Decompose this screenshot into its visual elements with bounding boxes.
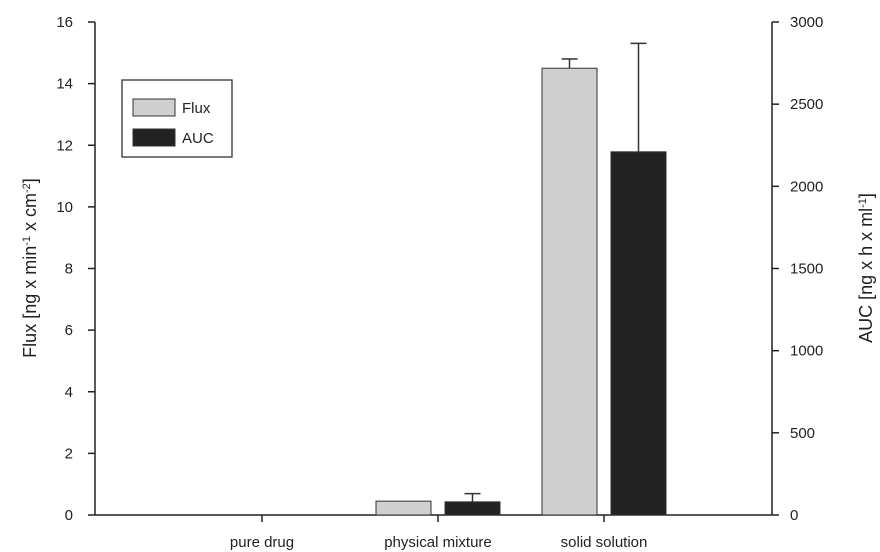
y-axis-left-title-part: -1	[21, 236, 33, 246]
y-axis-right-title: AUC [ng x h x ml-1]	[856, 193, 876, 343]
y-axis-right-title-part: ]	[856, 193, 876, 198]
y-axis-left-title-part: x cm	[20, 193, 40, 236]
legend: Flux AUC	[121, 79, 233, 158]
bar-flux	[375, 500, 432, 516]
y-right-tick-label: 3000	[790, 14, 823, 31]
legend-swatch-flux	[132, 98, 176, 117]
x-tick-label: solid solution	[561, 534, 648, 551]
y-axis-left-title: Flux [ng x min-1 x cm-2]	[20, 178, 40, 358]
y-axis-left-title-part: -2	[21, 183, 33, 193]
y-right-tick-label: 500	[790, 425, 815, 442]
y-right-tick-label: 1500	[790, 261, 823, 278]
legend-label-flux: Flux	[182, 100, 211, 117]
legend-swatch-auc	[132, 128, 176, 147]
bar-auc	[610, 151, 667, 516]
y-left-tick-label: 0	[65, 507, 73, 524]
bar-auc	[444, 501, 501, 516]
y-left-tick-label: 16	[56, 14, 73, 31]
y-left-tick-label: 4	[65, 384, 73, 401]
legend-label-auc: AUC	[182, 130, 214, 147]
y-right-tick-label: 1000	[790, 343, 823, 360]
y-left-tick-label: 8	[65, 261, 73, 278]
y-axis-right-title-part: AUC [ng x h x ml	[856, 208, 876, 343]
y-left-tick-label: 12	[56, 137, 73, 154]
x-tick-label: physical mixture	[384, 534, 492, 551]
y-axis-left-title-part: ]	[20, 178, 40, 183]
y-right-tick-label: 0	[790, 507, 798, 524]
bar-flux	[541, 67, 598, 516]
y-right-tick-label: 2500	[790, 96, 823, 113]
y-axis-left-title-part: Flux [ng x min	[20, 246, 40, 358]
y-right-tick-label: 2000	[790, 178, 823, 195]
y-left-tick-label: 14	[56, 76, 73, 93]
x-tick-label: pure drug	[230, 534, 294, 551]
plot-area: 0 2 4 6 8 10 12 14 16 0 500 1000 1500 2000 2500 3000 pur…	[20, 14, 876, 551]
y-left-tick-label: 10	[56, 199, 73, 216]
y-left-tick-label: 6	[65, 322, 73, 339]
y-axis-right-title-part: -1	[857, 198, 869, 208]
y-left-tick-label: 2	[65, 445, 73, 462]
